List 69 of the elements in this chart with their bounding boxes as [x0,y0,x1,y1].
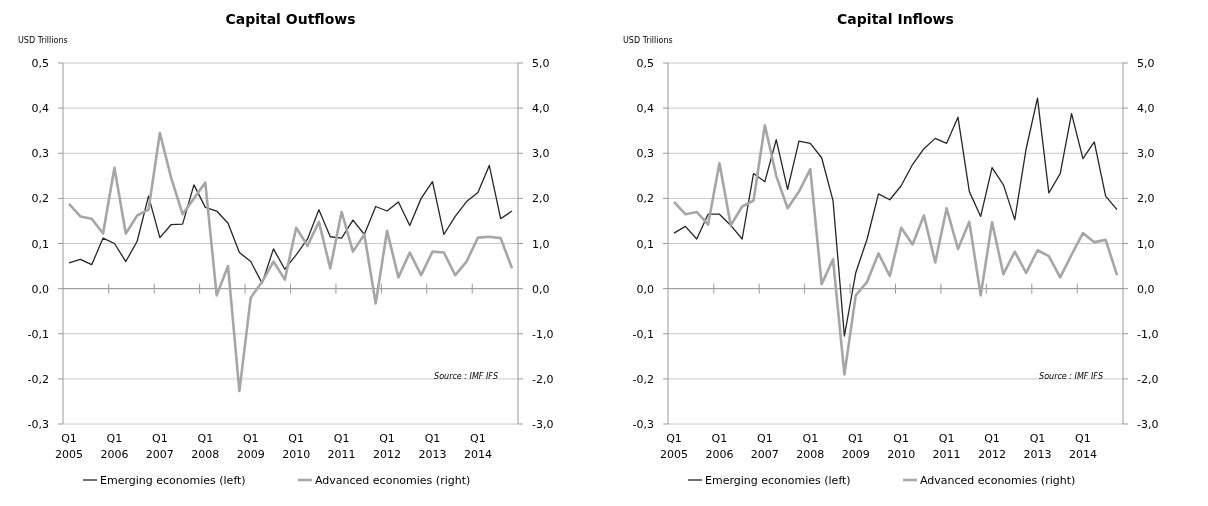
y-tick-label: 0,2 [636,192,654,206]
legend-label: Advanced economies (right) [315,474,471,487]
y-tick-label: 0,3 [636,147,654,161]
y-tick-label: -0,1 [632,327,654,341]
y-tick-label: -0,2 [632,372,654,386]
y2-tick-label: 0,0 [1137,282,1155,296]
chart-title: Capital Outflows [225,11,356,27]
y2-tick-label: 1,0 [532,237,550,251]
y2-tick-label: 4,0 [532,102,550,116]
x-tick-label: Q1 2011 [932,432,961,461]
x-tick-label: Q1 2011 [327,432,356,461]
x-tick-label: Q1 2009 [841,432,870,461]
y-tick-label: 0,0 [31,282,49,296]
y2-tick-label: 1,0 [1137,237,1155,251]
y2-tick-label: 5,0 [532,57,550,70]
x-tick-label: Q1 2007 [750,432,779,461]
y2-tick-label: -3,0 [532,418,554,431]
y-tick-label: 0,0 [636,282,654,296]
y-tick-label: -0,1 [27,327,49,341]
legend-label: Advanced economies (right) [920,474,1076,487]
x-tick-label: Q1 2008 [796,432,825,461]
x-tick-label: Q1 2005 [660,432,688,461]
x-tick-label: Q1 2010 [282,432,311,461]
chart-title: Capital Inflows [837,11,954,27]
y-tick-label: 0,5 [636,57,654,70]
x-tick-label: Q1 2013 [1023,432,1052,461]
y2-tick-label: 2,0 [1137,192,1155,206]
y-tick-label: -0,2 [27,372,49,386]
y-tick-label: 0,1 [636,237,654,251]
y2-tick-label: 5,0 [1137,57,1155,70]
x-tick-label: Q1 2012 [373,432,402,461]
y-tick-label: 0,5 [31,57,49,70]
x-tick-label: Q1 2010 [887,432,916,461]
y-tick-label: 0,2 [31,192,49,206]
y2-tick-label: -1,0 [532,327,554,341]
y2-tick-label: -3,0 [1137,418,1159,431]
x-tick-label: Q1 2007 [145,432,174,461]
line-series [68,164,513,284]
x-tick-label: Q1 2009 [236,432,265,461]
y-tick-label: -0,3 [27,418,49,431]
y-tick-label: 0,3 [31,147,49,161]
y2-tick-label: 0,0 [532,282,550,296]
y-tick-label: 0,4 [636,102,654,116]
y-tick-label: 0,4 [31,102,49,116]
y2-tick-label: -1,0 [1137,327,1159,341]
legend-label: Emerging economies (left) [705,474,851,487]
x-tick-label: Q1 2014 [1068,432,1097,461]
y-axis-title: USD Trillions [18,36,68,45]
line-series [67,131,514,393]
legend-label: Emerging economies (left) [100,474,246,487]
annotation: Source : IMF IFS [434,372,498,381]
x-tick-label: Q1 2006 [705,432,734,461]
x-tick-label: Q1 2012 [978,432,1007,461]
y-tick-label: 0,1 [31,237,49,251]
x-tick-label: Q1 2006 [100,432,129,461]
y2-tick-label: 2,0 [532,192,550,206]
x-tick-label: Q1 2005 [55,432,83,461]
y2-tick-label: 3,0 [1137,147,1155,161]
line-series [673,97,1118,337]
y2-tick-label: -2,0 [1137,372,1159,386]
y2-tick-label: 4,0 [1137,102,1155,116]
x-tick-label: Q1 2008 [191,432,220,461]
annotation: Source : IMF IFS [1039,372,1103,381]
x-tick-label: Q1 2014 [463,432,492,461]
y2-tick-label: -2,0 [532,372,554,386]
y2-tick-label: 3,0 [532,147,550,161]
y-tick-label: -0,3 [632,418,654,431]
y-axis-title: USD Trillions [623,36,673,45]
x-tick-label: Q1 2013 [418,432,447,461]
